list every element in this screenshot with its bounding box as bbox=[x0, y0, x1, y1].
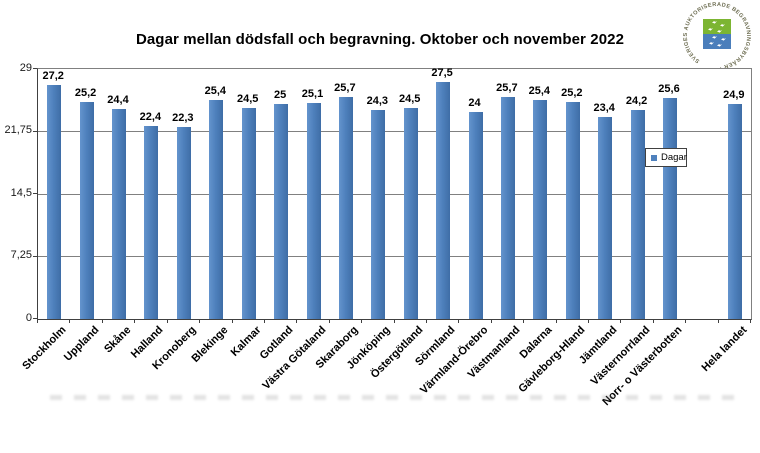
x-axis-tick-mark bbox=[134, 319, 136, 323]
bar-value-label: 24,9 bbox=[723, 89, 745, 102]
bar-value-label: 24,2 bbox=[625, 95, 648, 108]
bar-value-label: 25,4 bbox=[204, 85, 226, 97]
bar bbox=[176, 126, 191, 319]
bar-value-label: 25 bbox=[273, 88, 287, 101]
bar bbox=[209, 100, 224, 319]
x-axis-tick-mark bbox=[37, 319, 38, 323]
y-axis-tick-mark bbox=[33, 318, 37, 319]
logo-square bbox=[703, 19, 731, 49]
x-axis-tick-mark bbox=[555, 319, 557, 323]
bar-value-label: 25,7 bbox=[334, 82, 356, 95]
bar bbox=[371, 109, 386, 319]
bar bbox=[565, 101, 580, 319]
legend: Dagar bbox=[645, 148, 687, 167]
bar-value-label: 25,1 bbox=[301, 87, 324, 100]
bar bbox=[241, 107, 256, 319]
bar bbox=[533, 100, 548, 319]
x-axis-tick-mark bbox=[652, 319, 654, 323]
bar-value-label: 25,4 bbox=[528, 85, 550, 97]
x-axis-tick-mark bbox=[231, 319, 233, 323]
y-axis-tick-label: 7,25 bbox=[10, 249, 32, 261]
x-axis-tick-mark bbox=[361, 319, 363, 323]
x-axis-tick-mark bbox=[166, 319, 168, 323]
x-axis-tick-mark bbox=[588, 319, 589, 323]
x-axis-tick-mark bbox=[750, 319, 751, 323]
bar-value-label: 25,2 bbox=[561, 86, 583, 99]
bar-value-label: 25,6 bbox=[658, 83, 680, 96]
x-axis-tick-mark bbox=[717, 319, 719, 323]
y-axis-tick-label: 21,75 bbox=[4, 124, 32, 136]
y-axis-tick-mark bbox=[33, 255, 37, 257]
bar bbox=[338, 97, 353, 319]
x-axis-tick-mark bbox=[458, 319, 460, 323]
bar-value-label: 24,4 bbox=[107, 93, 129, 106]
bar bbox=[630, 110, 645, 319]
gridline bbox=[38, 193, 751, 195]
bar bbox=[47, 84, 62, 319]
bar bbox=[144, 125, 159, 319]
bar-value-label: 23,4 bbox=[593, 102, 615, 115]
bar-value-label: 24,5 bbox=[398, 92, 421, 105]
y-axis-tick-mark bbox=[33, 68, 37, 69]
legend-label: Dagar bbox=[661, 151, 687, 163]
bar bbox=[79, 101, 94, 319]
x-axis-tick-mark bbox=[685, 319, 687, 323]
gridline bbox=[38, 131, 751, 132]
bar-value-label: 27,2 bbox=[42, 69, 64, 82]
plot-area bbox=[37, 68, 752, 320]
y-axis-tick-mark bbox=[33, 130, 37, 132]
bar-value-label: 25,2 bbox=[74, 86, 97, 99]
company-logo: SVERIGES AUKTORISERADE BEGRAVNINGSBYRÅER… bbox=[683, 2, 751, 70]
bar bbox=[274, 103, 289, 319]
bar bbox=[436, 81, 451, 319]
bar-value-label: 22,3 bbox=[172, 111, 194, 124]
chart: Dagar mellan dödsfall och begravning. Ok… bbox=[4, 2, 752, 408]
x-axis-tick-mark bbox=[101, 319, 103, 323]
x-axis-tick-mark bbox=[328, 319, 330, 323]
bar-value-label: 22,4 bbox=[139, 110, 162, 123]
bar bbox=[306, 102, 321, 319]
x-axis-tick-mark bbox=[199, 319, 200, 323]
x-axis-tick-mark bbox=[490, 319, 492, 323]
bar bbox=[403, 107, 418, 319]
x-axis-tick-mark bbox=[393, 319, 395, 323]
bar bbox=[663, 98, 677, 319]
bar bbox=[112, 108, 126, 319]
bar bbox=[727, 104, 742, 319]
x-axis-tick-mark bbox=[620, 319, 622, 323]
bar-value-label: 24,5 bbox=[236, 92, 259, 105]
gridline bbox=[38, 256, 751, 257]
legend-swatch bbox=[651, 154, 657, 161]
bar bbox=[500, 97, 515, 319]
x-axis-tick-mark bbox=[263, 319, 265, 323]
x-axis-tick-mark bbox=[69, 319, 71, 323]
y-axis-tick-label: 14,5 bbox=[10, 186, 32, 199]
bar bbox=[598, 117, 613, 319]
y-axis-tick-label: 29 bbox=[19, 61, 32, 74]
x-axis-tick-mark bbox=[425, 319, 427, 323]
y-axis-tick-mark bbox=[33, 193, 37, 194]
bar-value-label: 27,5 bbox=[431, 66, 453, 79]
bar bbox=[468, 112, 483, 319]
bar-value-label: 24,3 bbox=[366, 94, 388, 107]
y-axis-tick-label: 0 bbox=[25, 311, 32, 324]
bar-value-label: 25,7 bbox=[496, 82, 518, 95]
chart-title: Dagar mellan dödsfall och begravning. Ok… bbox=[135, 31, 625, 48]
bar-value-label: 24 bbox=[468, 97, 481, 110]
x-axis-tick-mark bbox=[296, 319, 298, 323]
bottom-ghost-text bbox=[50, 395, 735, 400]
x-axis-tick-mark bbox=[523, 319, 525, 323]
